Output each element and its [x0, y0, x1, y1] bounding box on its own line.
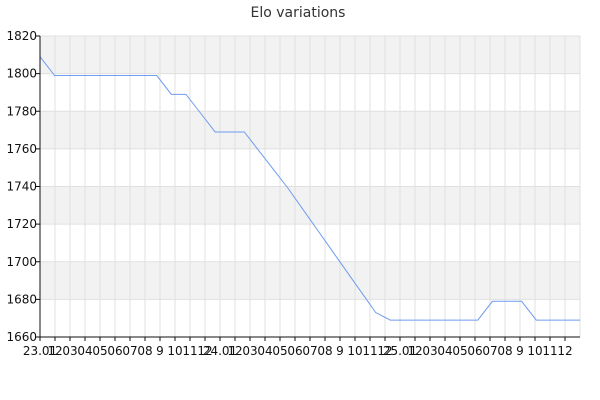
x-tick-label: 08 — [497, 344, 512, 358]
x-tick-label: 12 — [197, 344, 212, 358]
x-tick-label: 05 — [92, 344, 107, 358]
x-tick-label: 04 — [257, 344, 272, 358]
y-tick-label: 1700 — [6, 255, 37, 269]
y-tick-label: 1740 — [6, 180, 37, 194]
x-tick-label: 12 — [407, 344, 422, 358]
x-tick-label: 06 — [467, 344, 482, 358]
y-tick-label: 1780 — [6, 104, 37, 118]
x-tick-label: 07 — [302, 344, 317, 358]
x-tick-label: 10 — [527, 344, 542, 358]
x-tick-label: 11 — [542, 344, 557, 358]
x-tick-label: 04 — [77, 344, 92, 358]
x-tick-label: 11 — [362, 344, 377, 358]
x-tick-label: 9 — [156, 344, 164, 358]
y-tick-label: 1800 — [6, 67, 37, 81]
y-tick-label: 1720 — [6, 217, 37, 231]
x-tick-label: 12 — [47, 344, 62, 358]
series-layer — [39, 56, 580, 321]
x-tick-label: 12 — [227, 344, 242, 358]
x-tick-label: 12 — [557, 344, 572, 358]
x-tick-label: 08 — [137, 344, 152, 358]
x-tick-label: 03 — [62, 344, 77, 358]
x-tick-label: 04 — [437, 344, 452, 358]
x-tick-label: 06 — [107, 344, 122, 358]
x-tick-label: 03 — [242, 344, 257, 358]
y-tick-label: 1760 — [6, 142, 37, 156]
x-tick-label: 10 — [347, 344, 362, 358]
x-tick-label: 05 — [452, 344, 467, 358]
x-tick-label: 07 — [482, 344, 497, 358]
x-tick-label: 24.01 — [203, 344, 237, 358]
y-tick-label: 1680 — [6, 292, 37, 306]
x-tick-label: 08 — [317, 344, 332, 358]
x-tick-label: 07 — [122, 344, 137, 358]
x-tick-label: 9 — [516, 344, 524, 358]
x-tick-label: 23.01 — [23, 344, 57, 358]
axes: 1660 1680 1700 1720 1740 1760 1780 1800 1820 23.0… — [6, 29, 580, 358]
x-tick-label: 05 — [272, 344, 287, 358]
x-tick-label: 12 — [377, 344, 392, 358]
chart-title: Elo variations — [251, 5, 346, 21]
x-tick-label: 9 — [336, 344, 344, 358]
y-tick-label: 1820 — [6, 29, 37, 43]
x-tick-label: 25.01 — [383, 344, 417, 358]
x-tick-label: 06 — [287, 344, 302, 358]
x-tick-label: 11 — [182, 344, 197, 358]
y-tick-label: 1660 — [6, 330, 37, 344]
x-tick-label: 03 — [422, 344, 437, 358]
series-line — [39, 56, 580, 321]
x-tick-label: 10 — [167, 344, 182, 358]
